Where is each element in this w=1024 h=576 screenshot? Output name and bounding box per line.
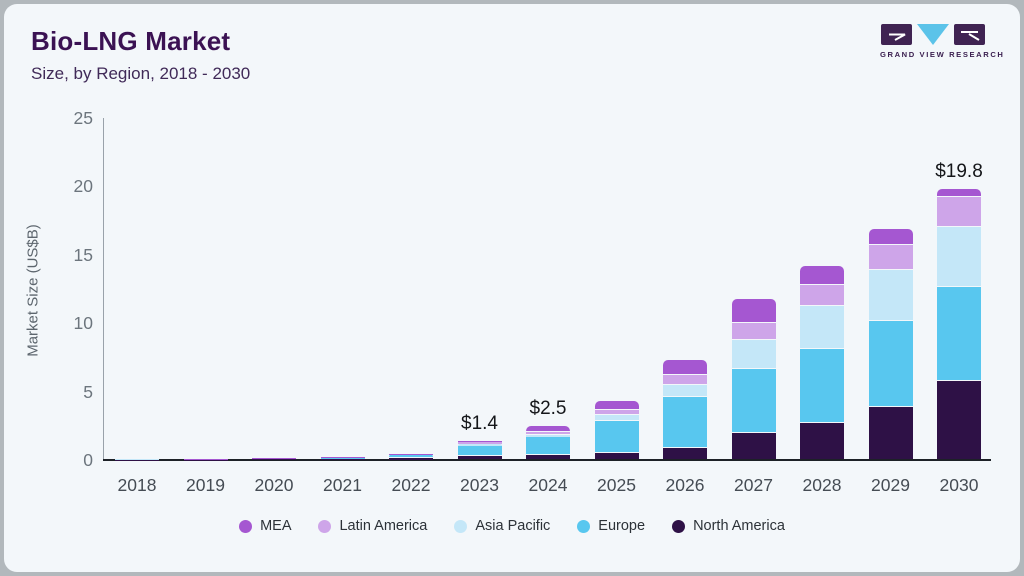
- bar-2027-asia-pacific[interactable]: [731, 340, 776, 369]
- grand-view-research-logo: GRAND VIEW RESEARCH: [880, 24, 1005, 59]
- bar-2024-europe[interactable]: [526, 436, 570, 454]
- bar-value-label-2024: $2.5: [529, 397, 567, 419]
- bar-2021-europe[interactable]: [320, 457, 365, 459]
- legend-dot-icon: [454, 519, 468, 533]
- y-tick-10: 10: [73, 313, 93, 334]
- bar-2027-mea[interactable]: [731, 298, 776, 322]
- bar-2025-latin-america[interactable]: [594, 410, 639, 414]
- bar-2029-europe[interactable]: [868, 321, 913, 406]
- legend-label: Asia Pacific: [475, 518, 551, 534]
- bar-2023-north-america[interactable]: [457, 455, 502, 459]
- x-label-2026: 2026: [665, 475, 705, 495]
- bar-2021-north-america[interactable]: [320, 458, 365, 460]
- legend-label: Latin America: [339, 518, 428, 534]
- legend-label: North America: [693, 518, 785, 534]
- legend-item-latin-america[interactable]: Latin America: [318, 518, 427, 534]
- bar-2029-north-america[interactable]: [868, 406, 913, 459]
- bar-2023-europe[interactable]: [457, 445, 502, 455]
- bar-2026-latin-america[interactable]: [663, 374, 707, 384]
- page-subtitle: Size, by Region, 2018 - 2030: [31, 64, 251, 83]
- legend-dot-icon: [672, 519, 686, 533]
- legend-item-asia-pacific[interactable]: Asia Pacific: [454, 518, 550, 534]
- y-tick-0: 0: [83, 450, 93, 470]
- bar-value-label-2030: $19.8: [935, 161, 983, 183]
- bar-2030-asia-pacific[interactable]: [937, 227, 981, 286]
- bar-2023-asia-pacific[interactable]: [457, 443, 502, 446]
- bar-2024-asia-pacific[interactable]: [526, 434, 570, 437]
- chart-area: Market Size (US$B) 0 5 10 15 20 25 $1.4 $2.5 $1…: [4, 4, 1020, 572]
- bar-2027-north-america[interactable]: [731, 433, 776, 459]
- legend-dot-icon: [318, 519, 332, 533]
- x-label-2019: 2019: [186, 475, 225, 495]
- page-title: Bio-LNG Market: [31, 26, 231, 56]
- bar-2025-mea[interactable]: [594, 400, 639, 410]
- x-label-2028: 2028: [802, 475, 842, 495]
- bar-value-label-2023: $1.4: [461, 412, 498, 434]
- bar-2023-mea[interactable]: [457, 440, 502, 443]
- bar-2022-north-america[interactable]: [389, 457, 433, 460]
- bar-2028-north-america[interactable]: [800, 422, 844, 459]
- x-label-2030: 2030: [939, 475, 979, 495]
- y-tick-5: 5: [83, 381, 93, 402]
- y-axis-line: [103, 118, 104, 460]
- y-tick-25: 25: [73, 108, 93, 128]
- x-label-2024: 2024: [528, 475, 568, 495]
- legend: MEA Latin America Asia Pacific Europe North …: [4, 518, 1020, 534]
- x-label-2018: 2018: [117, 475, 157, 495]
- bar-2029-latin-america[interactable]: [868, 244, 913, 269]
- x-axis-line: [103, 459, 991, 461]
- x-label-2021: 2021: [323, 475, 362, 495]
- x-label-2027: 2027: [734, 475, 773, 495]
- x-label-2025: 2025: [597, 475, 636, 495]
- bar-2028-latin-america[interactable]: [800, 284, 844, 305]
- legend-label: MEA: [260, 518, 292, 534]
- legend-item-europe[interactable]: Europe: [577, 518, 645, 534]
- bar-2029-mea[interactable]: [868, 229, 913, 244]
- legend-label: Europe: [598, 518, 646, 534]
- bar-2029-asia-pacific[interactable]: [868, 269, 913, 320]
- bar-2025-europe[interactable]: [594, 420, 639, 452]
- x-label-2020: 2020: [254, 475, 294, 495]
- bar-2025-asia-pacific[interactable]: [594, 414, 639, 420]
- logo-brand-text: GRAND VIEW RESEARCH: [880, 50, 1005, 59]
- gvr-logo-icon: [881, 24, 985, 45]
- bar-2030-north-america[interactable]: [937, 381, 981, 459]
- x-label-2023: 2023: [460, 475, 499, 495]
- bar-2030-europe[interactable]: [937, 286, 981, 381]
- bar-2026-asia-pacific[interactable]: [663, 384, 707, 396]
- bar-2023-latin-america[interactable]: [457, 442, 502, 444]
- bar-2024-latin-america[interactable]: [526, 431, 570, 434]
- bar-2026-europe[interactable]: [663, 396, 707, 447]
- y-tick-20: 20: [73, 176, 93, 197]
- bar-2028-europe[interactable]: [800, 348, 844, 422]
- bar-2026-mea[interactable]: [663, 359, 707, 374]
- bar-2025-north-america[interactable]: [594, 452, 639, 459]
- bar-2022-europe[interactable]: [389, 454, 433, 457]
- x-label-2022: 2022: [391, 475, 431, 495]
- bar-2028-asia-pacific[interactable]: [800, 305, 844, 348]
- bar-2020-europe[interactable]: [252, 458, 296, 460]
- legend-dot-icon: [577, 519, 591, 533]
- bar-2030-latin-america[interactable]: [937, 197, 981, 227]
- legend-item-north-america[interactable]: North America: [672, 518, 785, 534]
- legend-item-mea[interactable]: MEA: [239, 518, 291, 534]
- chart-card: Bio-LNG Market Size, by Region, 2018 - 2…: [4, 4, 1020, 572]
- legend-dot-icon: [239, 519, 253, 533]
- bar-2024-mea[interactable]: [526, 425, 570, 431]
- bar-2024-north-america[interactable]: [526, 454, 570, 459]
- bar-2020-north-america[interactable]: [252, 459, 296, 460]
- bar-2027-latin-america[interactable]: [731, 322, 776, 340]
- x-label-2029: 2029: [871, 475, 910, 495]
- bar-2027-europe[interactable]: [731, 369, 776, 433]
- bar-2028-mea[interactable]: [800, 265, 844, 284]
- y-tick-15: 15: [73, 244, 93, 265]
- bar-2030-mea[interactable]: [937, 189, 981, 197]
- bar-2026-north-america[interactable]: [663, 447, 707, 459]
